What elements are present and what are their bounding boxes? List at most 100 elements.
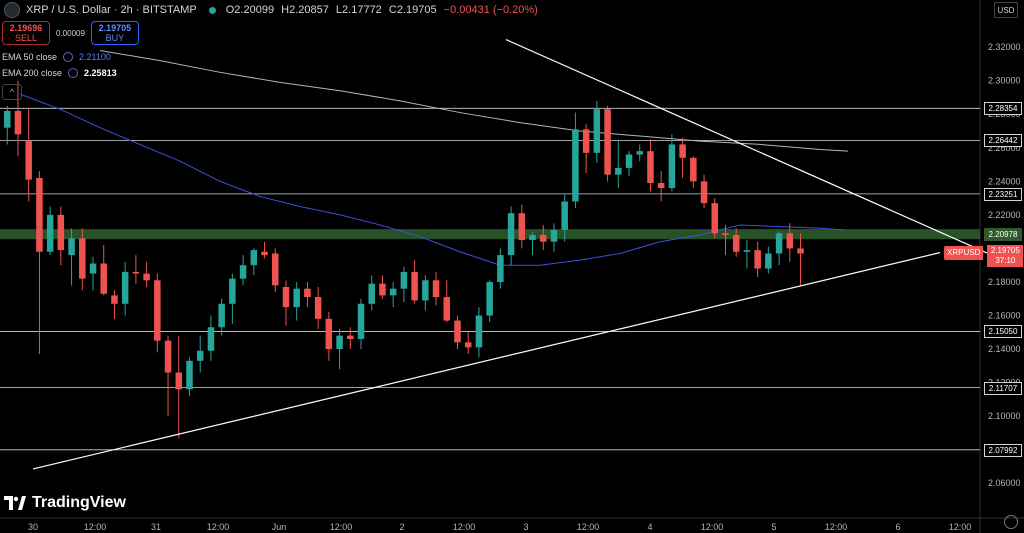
currency-selector[interactable]: USD xyxy=(994,2,1018,18)
candle xyxy=(4,105,11,145)
xrp-logo-icon xyxy=(4,2,20,18)
candle xyxy=(400,266,408,303)
candle-body xyxy=(111,295,118,304)
candle xyxy=(422,275,429,311)
candle-body xyxy=(422,280,429,301)
low-value: L2.17772 xyxy=(335,4,382,16)
candle xyxy=(636,144,643,162)
buy-label: BUY xyxy=(105,33,125,43)
symbol-title[interactable]: XRP / U.S. Dollar · 2h · BITSTAMP xyxy=(26,4,197,16)
x-tick-label: 4 xyxy=(647,522,652,532)
candle xyxy=(786,223,794,262)
y-tick-label: 2.06000 xyxy=(988,478,1021,488)
candle-body xyxy=(143,273,150,281)
candle xyxy=(239,255,247,286)
candle xyxy=(79,228,86,291)
x-tick-label: 3 xyxy=(523,522,528,532)
candle xyxy=(518,204,526,249)
sell-button[interactable]: 2.19696 SELL xyxy=(2,21,50,45)
candle-body xyxy=(57,214,65,251)
tradingview-logo[interactable]: TradingView xyxy=(4,494,126,512)
candle-body xyxy=(732,235,740,252)
candle-body xyxy=(132,271,140,274)
candle xyxy=(464,332,472,355)
candle-body xyxy=(325,318,333,350)
candle xyxy=(679,137,686,178)
zone-price-tag: 2.20978 xyxy=(984,228,1022,242)
indicator-settings-icon[interactable] xyxy=(68,68,79,78)
candle-body xyxy=(411,271,418,301)
candle-body xyxy=(604,109,611,175)
candle-body xyxy=(486,281,493,316)
tradingview-logo-icon xyxy=(4,496,26,510)
ema-200-legend[interactable]: EMA 200 close 2.25813 xyxy=(2,68,117,78)
candle-body xyxy=(389,288,397,296)
candle xyxy=(732,228,740,257)
candle-body xyxy=(690,157,697,182)
candle-body xyxy=(582,129,590,153)
candle xyxy=(304,281,311,308)
candle xyxy=(529,231,536,256)
candle xyxy=(540,224,547,251)
candle xyxy=(497,248,504,289)
x-tick-label: 12:00 xyxy=(825,522,848,532)
level-price-tag: 2.23251 xyxy=(984,187,1022,201)
candle xyxy=(657,171,665,202)
candle-body xyxy=(357,303,365,339)
candle-body xyxy=(561,201,568,230)
candle-body xyxy=(25,141,32,180)
candle xyxy=(743,240,751,269)
candle-body xyxy=(164,340,172,373)
candle-body xyxy=(304,288,311,298)
candle-body xyxy=(400,271,408,289)
ema-50-label: EMA 50 close xyxy=(2,52,58,62)
candle xyxy=(475,307,483,358)
y-tick-label: 2.16000 xyxy=(988,311,1021,321)
indicator-settings-icon[interactable] xyxy=(63,52,74,62)
candle-body xyxy=(625,154,633,168)
candle xyxy=(143,261,150,287)
chevron-up-icon: ^ xyxy=(9,87,15,97)
candle-body xyxy=(775,233,783,254)
sell-price: 2.19696 xyxy=(9,23,43,33)
candle xyxy=(797,233,804,286)
candle-body xyxy=(475,315,483,348)
candle-body xyxy=(272,253,279,286)
candle-body xyxy=(261,251,268,256)
ema-50-legend[interactable]: EMA 50 close 2.21100 xyxy=(2,52,111,62)
trade-buttons: 2.19696 SELL 0.00009 2.19705 BUY xyxy=(2,21,139,45)
candle xyxy=(218,298,225,336)
candle xyxy=(765,246,772,274)
candle-body xyxy=(668,144,676,189)
ema-50-line xyxy=(19,93,846,266)
candle xyxy=(111,290,118,319)
candle-body xyxy=(615,167,622,175)
collapse-legend-button[interactable]: ^ xyxy=(2,84,22,100)
buy-button[interactable]: 2.19705 BUY xyxy=(90,21,139,45)
candle-body xyxy=(454,320,461,343)
candle-body xyxy=(282,286,290,308)
candle xyxy=(36,171,43,355)
trendline xyxy=(505,39,991,255)
high-value: H2.20857 xyxy=(281,4,329,16)
candle xyxy=(550,223,558,252)
x-tick-label: 12:00 xyxy=(577,522,600,532)
current-price-box: 2.19705 37:10 xyxy=(987,245,1024,267)
current-symbol: XRPUSD xyxy=(944,246,984,260)
candle xyxy=(593,100,601,163)
x-tick-label: Jun xyxy=(272,522,287,532)
candle xyxy=(89,256,97,291)
candle-body xyxy=(239,265,247,279)
candle xyxy=(261,241,268,259)
candle xyxy=(379,275,386,299)
x-tick-label: 2 xyxy=(399,522,404,532)
ohlc-values: O2.20099 H2.20857 L2.17772 C2.19705 −0.0… xyxy=(226,4,542,16)
chart-settings-icon[interactable] xyxy=(1004,515,1018,529)
candle-body xyxy=(657,183,665,189)
candle-body xyxy=(250,250,258,266)
candle-body xyxy=(314,297,322,319)
candle-body xyxy=(572,129,579,202)
buy-price: 2.19705 xyxy=(98,23,132,33)
candle-body xyxy=(229,278,236,304)
